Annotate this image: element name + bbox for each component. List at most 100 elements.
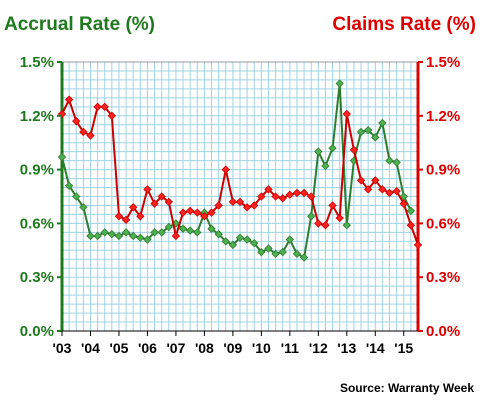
x-tick-label: '09	[223, 340, 242, 356]
accrual-rate-point	[93, 231, 102, 241]
accrual-rate-point	[314, 147, 323, 156]
accrual-rate-point	[107, 229, 117, 239]
chart-title-left: Accrual Rate (%)	[4, 14, 155, 35]
claims-rate-point	[100, 102, 109, 111]
x-tick-label: '08	[195, 340, 214, 356]
accrual-rate-point	[406, 206, 416, 216]
claims-rate-point	[399, 199, 408, 208]
series-layer	[57, 79, 423, 262]
claims-rate-point	[406, 221, 416, 230]
y-left-tick-label: 0.3%	[20, 269, 54, 286]
claims-rate-point	[121, 215, 131, 224]
y-right-tick-label: 1.2%	[426, 108, 460, 125]
claims-rate-point	[107, 111, 117, 120]
x-tick-label: '11	[281, 340, 299, 356]
accrual-rate-point	[235, 233, 245, 242]
accrual-rate-point	[86, 231, 95, 241]
y-left-tick-label: 1.2%	[20, 108, 54, 125]
accrual-rate-point	[378, 118, 387, 128]
x-tick-label: '07	[166, 340, 185, 356]
accrual-rate-point	[185, 226, 195, 235]
accrual-rate-point	[299, 253, 309, 262]
accrual-rate-point	[342, 221, 351, 230]
accrual-rate-point	[72, 192, 81, 201]
accrual-rate-point	[157, 228, 166, 237]
x-tick-label: '12	[309, 340, 328, 356]
claims-rate-point	[242, 203, 252, 212]
claims-rate-point	[64, 95, 74, 104]
accrual-rate-point	[178, 224, 188, 233]
accrual-rate-point	[356, 127, 366, 137]
accrual-rate-point	[150, 228, 159, 237]
claims-rate-point	[79, 127, 88, 137]
accrual-rate-point	[285, 235, 295, 244]
chart-title-right: Claims Rate (%)	[332, 14, 476, 35]
claims-rate-point	[207, 208, 216, 217]
claims-rate-point	[250, 201, 259, 210]
claims-rate-point	[93, 102, 102, 111]
claims-rate-point	[178, 208, 188, 217]
claims-rate-point	[193, 208, 202, 217]
x-tick-label: '06	[138, 340, 157, 356]
claims-rate-point	[57, 109, 67, 119]
claims-rate-point	[271, 192, 280, 201]
accrual-rate-point	[321, 161, 330, 171]
y-left-tick-label: 0.6%	[20, 215, 54, 232]
y-right-tick-label: 0.0%	[426, 323, 460, 340]
accrual-rate-point	[371, 133, 380, 142]
claims-rate-point	[363, 185, 373, 194]
claims-rate-point	[299, 188, 309, 198]
claims-rate-point	[278, 194, 287, 203]
claims-rate-point	[342, 109, 351, 119]
tick-layer: 0.0% 0.3% 0.6% 0.9% 1.2% 1.5% 0.0% 0.3% 0.6% 0.9%…	[20, 54, 460, 356]
accrual-rate-point	[228, 240, 238, 250]
source-note: Source: Warranty Week	[340, 381, 474, 395]
claims-rate-point	[200, 212, 209, 221]
accrual-rate-point	[143, 235, 152, 244]
x-tick-label: '03	[53, 340, 72, 356]
axis-layer	[60, 61, 420, 332]
claims-rate-point	[235, 197, 245, 207]
claims-rate-point	[171, 231, 181, 241]
claims-rate-point	[285, 190, 295, 199]
claims-rate-point	[164, 197, 173, 207]
accrual-rate-point	[250, 238, 259, 248]
accrual-rate-point	[257, 247, 266, 257]
claims-rate-point	[157, 192, 166, 201]
accrual-rate-point	[242, 235, 252, 244]
accrual-rate-point	[271, 249, 280, 259]
claims-rate-point	[378, 185, 387, 194]
accrual-rate-point	[64, 181, 74, 190]
claims-rate-point	[385, 188, 394, 198]
claims-rate-point	[185, 206, 195, 216]
claims-rate-point	[228, 197, 238, 207]
claims-rate-point	[86, 131, 95, 140]
claims-rate-point	[264, 185, 273, 194]
grid-layer	[61, 61, 419, 332]
accrual-rate-point	[363, 125, 373, 135]
y-right-tick-label: 0.3%	[426, 269, 460, 286]
y-right-tick-label: 1.5%	[426, 54, 460, 71]
accrual-rate-point	[100, 228, 109, 237]
claims-rate-point	[356, 176, 366, 185]
y-right-tick-label: 0.6%	[426, 215, 460, 232]
accrual-rate-point	[193, 228, 202, 237]
accrual-rate-point	[136, 233, 145, 242]
accrual-rate-point	[292, 249, 302, 259]
x-tick-label: '05	[110, 340, 129, 356]
x-tick-label: '04	[81, 340, 100, 356]
accrual-rate-point	[114, 231, 124, 241]
claims-rate-point	[413, 240, 423, 250]
accrual-rate-point	[207, 224, 216, 233]
claims-rate-point	[371, 176, 380, 185]
accrual-rate-point	[307, 212, 316, 221]
accrual-rate-point	[392, 158, 401, 167]
accrual-rate-point	[385, 156, 394, 165]
claims-rate-point	[307, 192, 316, 201]
claims-rate-point	[335, 213, 344, 223]
claims-rate-point	[129, 203, 138, 212]
claims-rate-point	[114, 212, 124, 221]
claims-rate-point	[221, 165, 230, 174]
